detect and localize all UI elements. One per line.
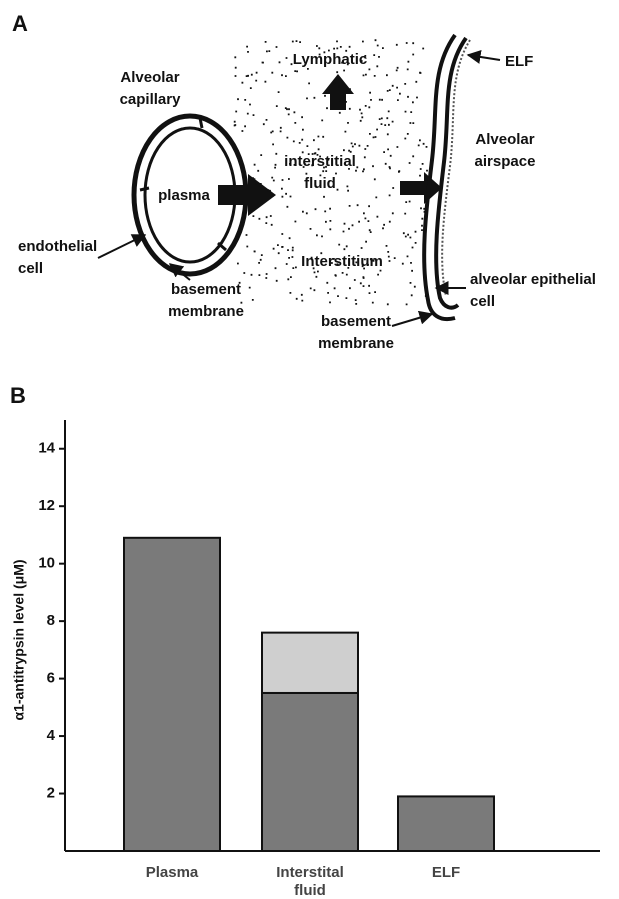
- flow-arrow: [322, 74, 354, 110]
- cell-junction: [200, 118, 202, 128]
- y-tick-label: 12: [38, 497, 55, 514]
- label: ELF: [505, 53, 533, 70]
- pointer: [392, 314, 432, 326]
- label: Lymphatic: [293, 51, 367, 68]
- y-tick-label: 8: [47, 612, 55, 629]
- flow-arrow: [400, 172, 442, 204]
- figure: A Lymphatic ELF Alveolar capillary Alveo…: [0, 0, 619, 899]
- y-tick-label: 14: [38, 440, 55, 457]
- label: alveolar epithelial: [470, 271, 596, 288]
- label: basement: [171, 281, 241, 298]
- bar: [262, 693, 358, 851]
- label: Interstitium: [301, 253, 383, 270]
- elf-layer: [442, 40, 470, 296]
- y-tick-label: 2: [47, 785, 55, 802]
- label: membrane: [318, 335, 394, 352]
- label: membrane: [168, 303, 244, 320]
- pointer: [468, 55, 500, 60]
- panel-label: A: [12, 11, 28, 36]
- pointer: [98, 235, 145, 258]
- bar: [262, 633, 358, 693]
- epithelium: [436, 38, 466, 308]
- label: endothelial: [18, 238, 97, 255]
- panel-label: B: [10, 383, 26, 408]
- label: airspace: [475, 153, 536, 170]
- label: plasma: [158, 187, 210, 204]
- y-tick-label: 10: [38, 555, 55, 572]
- label: fluid: [304, 175, 336, 192]
- cell-junction: [140, 188, 149, 190]
- label: cell: [18, 260, 43, 277]
- label: interstitial: [284, 153, 356, 170]
- bar: [398, 796, 494, 851]
- label: capillary: [120, 91, 182, 108]
- label: Alveolar: [120, 69, 179, 86]
- chart: B α1-antitrypsin level (μM) 2 4 6 8 10 12 14 Pl…: [10, 383, 600, 899]
- label: cell: [470, 293, 495, 310]
- x-tick-label: ELF: [432, 864, 460, 881]
- label: Alveolar: [475, 131, 534, 148]
- bar: [124, 538, 220, 851]
- diagram: A Lymphatic ELF Alveolar capillary Alveo…: [12, 11, 596, 352]
- label: basement: [321, 313, 391, 330]
- y-tick-label: 6: [47, 670, 55, 687]
- y-tick-label: 4: [47, 727, 56, 744]
- y-axis-label: α1-antitrypsin level (μM): [11, 559, 27, 720]
- x-tick-label: Plasma: [146, 864, 199, 881]
